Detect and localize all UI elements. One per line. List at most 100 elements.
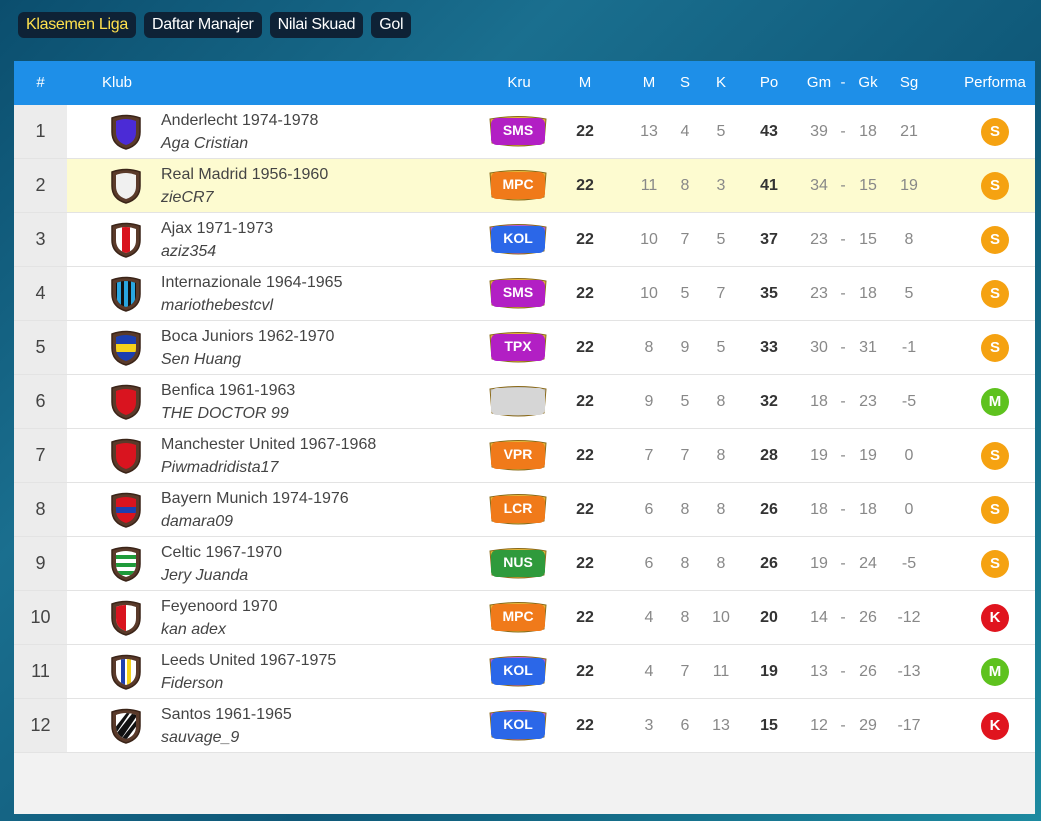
crew-badge-icon[interactable]: KOL [487, 223, 549, 256]
cell-lost: 11 [712, 663, 730, 680]
manager-name[interactable]: zieCR7 [161, 189, 214, 206]
manager-name[interactable]: kan adex [161, 621, 226, 638]
header-goal-diff[interactable]: Sg [899, 74, 919, 91]
manager-name[interactable]: THE DOCTOR 99 [161, 405, 289, 422]
cell-dash: - [840, 555, 846, 572]
club-name[interactable]: Celtic 1967-1970 [161, 544, 282, 561]
crew-badge-icon[interactable]: VPR [487, 439, 549, 472]
crew-badge-icon[interactable]: SMS [487, 277, 549, 310]
manager-name[interactable]: Piwmadridista17 [161, 459, 279, 476]
table-row[interactable]: 7 Manchester United 1967-1968 Piwmadridist… [14, 429, 1035, 483]
performance-badge[interactable]: S [981, 280, 1009, 308]
header-points[interactable]: Po [759, 74, 779, 91]
cell-goal-diff: -1 [901, 339, 917, 356]
header-lost[interactable]: K [715, 74, 726, 91]
tab-klasemen-liga[interactable]: Klasemen Liga [18, 12, 136, 38]
table-row[interactable]: 8 Bayern Munich 1974-1976 damara09 LCR 22 6… [14, 483, 1035, 537]
cell-played: 22 [576, 177, 594, 194]
performance-badge[interactable]: S [981, 226, 1009, 254]
club-name[interactable]: Boca Juniors 1962-1970 [161, 328, 335, 345]
club-name[interactable]: Anderlecht 1974-1978 [161, 112, 319, 129]
performance-badge[interactable]: S [981, 172, 1009, 200]
cell-dash: - [840, 609, 846, 626]
header-club[interactable]: Klub [101, 74, 133, 91]
performance-badge[interactable]: S [981, 442, 1009, 470]
table-row[interactable]: 12 Santos 1961-1965 sauvage_9 KOL 22 3 6 13 15… [14, 699, 1035, 753]
club-crest-icon [109, 546, 143, 582]
cell-goals-against: 26 [859, 663, 877, 680]
crew-badge-icon[interactable]: LCR [487, 493, 549, 526]
manager-name[interactable]: sauvage_9 [161, 729, 240, 746]
performance-badge[interactable]: S [981, 118, 1009, 146]
cell-goals-for: 12 [810, 717, 828, 734]
table-row[interactable]: 3 Ajax 1971-1973 aziz354 KOL 22 10 7 5 37 23-15… [14, 213, 1035, 267]
cell-goals-against: 18 [859, 285, 877, 302]
cell-draw: 7 [680, 663, 690, 680]
cell-goal-diff: 8 [904, 231, 914, 248]
club-name[interactable]: Manchester United 1967-1968 [161, 436, 377, 453]
header-crew[interactable]: Kru [507, 74, 531, 91]
header-goals-against[interactable]: Gk [858, 74, 878, 91]
table-row[interactable]: 9 Celtic 1967-1970 Jery Juanda NUS 22 6 8 8 26… [14, 537, 1035, 591]
cell-goals-for: 19 [810, 555, 828, 572]
crew-badge-icon[interactable]: MPC [487, 601, 549, 634]
crew-badge-icon[interactable]: TPX [487, 331, 549, 364]
performance-badge[interactable]: S [981, 550, 1009, 578]
tab-gol[interactable]: Gol [371, 12, 412, 38]
club-name[interactable]: Internazionale 1964-1965 [161, 274, 343, 291]
table-row[interactable]: 10 Feyenoord 1970 kan adex MPC 22 4 8 10 20 14-… [14, 591, 1035, 645]
table-row[interactable]: 1 Anderlecht 1974-1978 Aga Cristian SMS 22… [14, 105, 1035, 159]
header-won[interactable]: M [642, 74, 656, 91]
manager-name[interactable]: Sen Huang [161, 351, 242, 368]
manager-name[interactable]: Jery Juanda [161, 567, 249, 584]
cell-lost: 5 [716, 123, 726, 140]
crew-badge-icon[interactable]: MPC [487, 169, 549, 202]
performance-badge[interactable]: M [981, 388, 1009, 416]
header-dash: - [840, 74, 846, 91]
cell-goal-diff: -5 [901, 555, 917, 572]
cell-goal-diff: 0 [904, 501, 914, 518]
table-row[interactable]: 2 Real Madrid 1956-1960 zieCR7 MPC 22 11 8 3 4… [14, 159, 1035, 213]
crew-badge-icon[interactable]: SMS [487, 115, 549, 148]
cell-won: 11 [640, 177, 658, 194]
tab-daftar-manajer[interactable]: Daftar Manajer [143, 12, 262, 38]
manager-name[interactable]: aziz354 [161, 243, 217, 260]
manager-name[interactable]: Fiderson [161, 675, 224, 692]
club-name[interactable]: Feyenoord 1970 [161, 598, 278, 615]
rank-cell: 7 [14, 429, 67, 482]
club-name[interactable]: Bayern Munich 1974-1976 [161, 490, 349, 507]
performance-badge[interactable]: S [981, 496, 1009, 524]
performance-badge[interactable]: M [981, 658, 1009, 686]
club-name[interactable]: Ajax 1971-1973 [161, 220, 274, 237]
table-row[interactable]: 11 Leeds United 1967-1975 Fiderson KOL 22 4… [14, 645, 1035, 699]
crew-badge-icon[interactable]: KOL [487, 655, 549, 688]
crew-badge-icon[interactable]: NUS [487, 547, 549, 580]
crew-label: MPC [491, 172, 545, 199]
header-performance[interactable]: Performa [964, 74, 1026, 91]
performance-badge[interactable]: K [981, 604, 1009, 632]
cell-points: 41 [760, 177, 778, 194]
table-row[interactable]: 4 Internazionale 1964-1965 mariothebestcvl… [14, 267, 1035, 321]
crew-badge-icon[interactable]: KOL [487, 709, 549, 742]
club-name[interactable]: Real Madrid 1956-1960 [161, 166, 329, 183]
manager-name[interactable]: damara09 [161, 513, 234, 530]
header-goals-for[interactable]: Gm [806, 74, 832, 91]
manager-name[interactable]: mariothebestcvl [161, 297, 274, 314]
cell-goals-for: 23 [810, 285, 828, 302]
header-rank[interactable]: # [36, 74, 45, 91]
table-row[interactable]: 5 Boca Juniors 1962-1970 Sen Huang TPX 22 8… [14, 321, 1035, 375]
header-played[interactable]: M [578, 74, 592, 91]
club-name[interactable]: Benfica 1961-1963 [161, 382, 296, 399]
header-draw[interactable]: S [679, 74, 690, 91]
club-name[interactable]: Santos 1961-1965 [161, 706, 292, 723]
table-row[interactable]: 6 Benfica 1961-1963 THE DOCTOR 99 22 9 5 8 32 1… [14, 375, 1035, 429]
tab-nilai-skuad[interactable]: Nilai Skuad [269, 12, 364, 38]
cell-dash: - [840, 663, 846, 680]
manager-name[interactable]: Aga Cristian [161, 135, 249, 152]
table-header: # Klub Kru M M S K Po Gm - Gk Sg Perform… [14, 61, 1035, 105]
rank-cell: 3 [14, 213, 67, 266]
club-name[interactable]: Leeds United 1967-1975 [161, 652, 337, 669]
crew-badge-icon[interactable] [487, 385, 549, 418]
performance-badge[interactable]: K [981, 712, 1009, 740]
performance-badge[interactable]: S [981, 334, 1009, 362]
